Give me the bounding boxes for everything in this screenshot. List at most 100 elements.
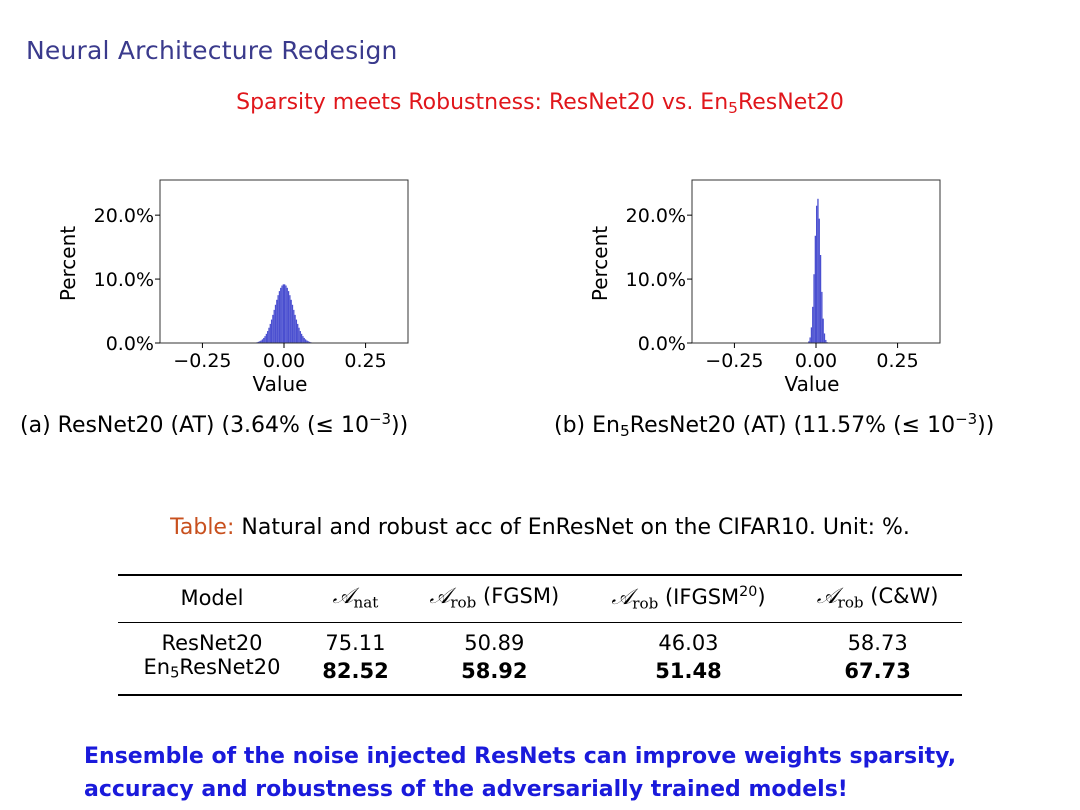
header-model: Model xyxy=(118,574,306,624)
header-nat-symbol: 𝒜 xyxy=(332,584,354,610)
histogram-bar xyxy=(287,291,290,343)
histogram-bar xyxy=(812,306,814,343)
histogram-bar xyxy=(278,291,281,343)
header-cw: 𝒜rob (C&W) xyxy=(793,574,962,624)
slide-title: Neural Architecture Redesign xyxy=(26,36,398,65)
histogram-bar xyxy=(825,339,827,343)
cell-model-subscript: 5 xyxy=(170,665,180,683)
histogram-bar xyxy=(294,314,296,343)
cell-model-name: ResNet20 xyxy=(179,655,281,680)
y-tick-label: 10.0% xyxy=(626,269,686,291)
subtitle-suffix: ResNet20 xyxy=(737,90,844,115)
caption-a-label: (a) ResNet20 (AT) (3.64% (≤ 10 xyxy=(20,413,369,439)
slide-subtitle: Sparsity meets Robustness: ResNet20 vs. … xyxy=(0,90,1080,117)
y-tick-label: 10.0% xyxy=(94,269,154,291)
y-axis-label: Percent xyxy=(56,226,80,301)
caption-b-subscript: 5 xyxy=(619,422,630,441)
cell-nat: 82.52 xyxy=(306,655,405,697)
histogram-bar xyxy=(274,304,277,343)
histogram-bar xyxy=(263,337,265,343)
caption-b-close: )) xyxy=(977,413,995,439)
histogram-bar xyxy=(307,341,309,343)
histogram-bar xyxy=(272,314,274,343)
histogram-bar xyxy=(809,337,811,343)
table-header-row: Model 𝒜nat 𝒜rob (FGSM) 𝒜rob (IFGSM20) 𝒜r… xyxy=(118,574,962,624)
cell-ifgsm: 51.48 xyxy=(583,655,794,697)
header-fgsm-sub: rob xyxy=(450,593,477,612)
histogram-bar xyxy=(308,341,311,343)
header-cw-label: (C&W) xyxy=(870,584,939,609)
x-tick-label: 0.25 xyxy=(876,350,918,372)
table-row-resnet20: ResNet20 75.11 50.89 46.03 58.73 xyxy=(118,623,962,656)
x-axis-label: Value xyxy=(253,372,308,396)
x-tick-label: 0.00 xyxy=(263,350,305,372)
cell-model-prefix: En xyxy=(143,655,171,680)
conclusion-line-1: Ensemble of the noise injected ResNets c… xyxy=(84,744,957,769)
table-caption: Table: Natural and robust acc of EnResNe… xyxy=(0,515,1080,540)
histogram-bar xyxy=(306,340,308,343)
histogram-bar xyxy=(813,274,815,343)
histogram-bar xyxy=(295,319,298,343)
histogram-resnet20: 0.0% 10.0% 20.0% −0.25 0.00 0.25 Value Percent xyxy=(56,179,409,396)
caption-b-prefix: (b) En xyxy=(554,413,620,439)
histogram-bar xyxy=(259,341,261,343)
header-cw-sub: rob xyxy=(837,593,864,612)
histogram-bar xyxy=(302,336,304,343)
histogram-bar xyxy=(823,333,826,343)
conclusion-line-2: accuracy and robustness of the adversari… xyxy=(84,777,848,802)
histogram-bar xyxy=(269,323,271,343)
histogram-bar xyxy=(814,235,816,343)
header-ifgsm-sup: 20 xyxy=(739,584,758,600)
histogram-bar xyxy=(284,284,286,343)
histogram-bar xyxy=(810,327,813,343)
cell-model: ResNet20 xyxy=(118,623,306,656)
caption-a-exponent: −3 xyxy=(368,410,391,428)
histogram-bar xyxy=(268,327,270,343)
histogram-bar xyxy=(808,341,810,343)
header-ifgsm: 𝒜rob (IFGSM20) xyxy=(583,574,794,624)
histogram-bar xyxy=(270,319,273,343)
histogram-bar xyxy=(298,327,300,343)
results-table: Model 𝒜nat 𝒜rob (FGSM) 𝒜rob (IFGSM20) 𝒜r… xyxy=(118,574,962,697)
header-ifgsm-label: (IFGSM xyxy=(664,584,740,609)
histogram-bar xyxy=(285,285,287,343)
table-row-en5resnet20: En5ResNet20 82.52 58.92 51.48 67.73 xyxy=(118,655,962,697)
histogram-bar xyxy=(282,284,284,343)
caption-a: (a) ResNet20 (AT) (3.64% (≤ 10−3)) xyxy=(20,410,408,438)
header-fgsm: 𝒜rob (FGSM) xyxy=(404,574,584,624)
histogram-bar xyxy=(297,323,299,343)
table-caption-label: Table: xyxy=(170,515,235,540)
y-tick-label: 20.0% xyxy=(94,205,154,227)
conclusion: Ensemble of the noise injected ResNets c… xyxy=(84,740,984,806)
histogram-bar xyxy=(291,304,294,343)
histogram-bar xyxy=(817,198,819,343)
header-ifgsm-symbol: 𝒜 xyxy=(611,584,633,610)
x-axis-label: Value xyxy=(785,372,840,396)
histogram-bar xyxy=(260,340,262,343)
x-tick-label: 0.25 xyxy=(344,350,386,372)
histogram-bar xyxy=(265,333,268,343)
histogram-bar xyxy=(276,299,278,343)
header-cw-symbol: 𝒜 xyxy=(816,584,838,610)
table-caption-text: Natural and robust acc of EnResNet on th… xyxy=(241,515,910,540)
cell-ifgsm: 46.03 xyxy=(658,631,719,656)
cell-model-name: ResNet20 xyxy=(161,631,263,656)
histogram-bar xyxy=(277,295,279,343)
histogram-en5resnet20: 0.0% 10.0% 20.0% −0.25 0.00 0.25 Value Percent xyxy=(588,179,941,396)
cell-fgsm: 50.89 xyxy=(464,631,525,656)
histogram-bar xyxy=(290,299,292,343)
cell-cw: 67.73 xyxy=(793,655,962,697)
histogram-bar xyxy=(286,287,288,343)
histogram-bar xyxy=(280,287,282,343)
x-tick-label: −0.25 xyxy=(705,350,763,372)
histogram-bar xyxy=(261,339,264,343)
y-axis-label: Percent xyxy=(588,226,612,301)
x-tick-label: 0.00 xyxy=(795,350,837,372)
histogram-bar xyxy=(289,295,291,343)
caption-b-label: ResNet20 (AT) (11.57% (≤ 10 xyxy=(629,413,956,439)
cell-model: En5ResNet20 xyxy=(118,655,306,697)
histogram-bar xyxy=(300,333,303,343)
caption-b: (b) En5ResNet20 (AT) (11.57% (≤ 10−3)) xyxy=(554,410,994,440)
caption-a-close: )) xyxy=(391,413,409,439)
histogram-bar xyxy=(819,254,822,343)
